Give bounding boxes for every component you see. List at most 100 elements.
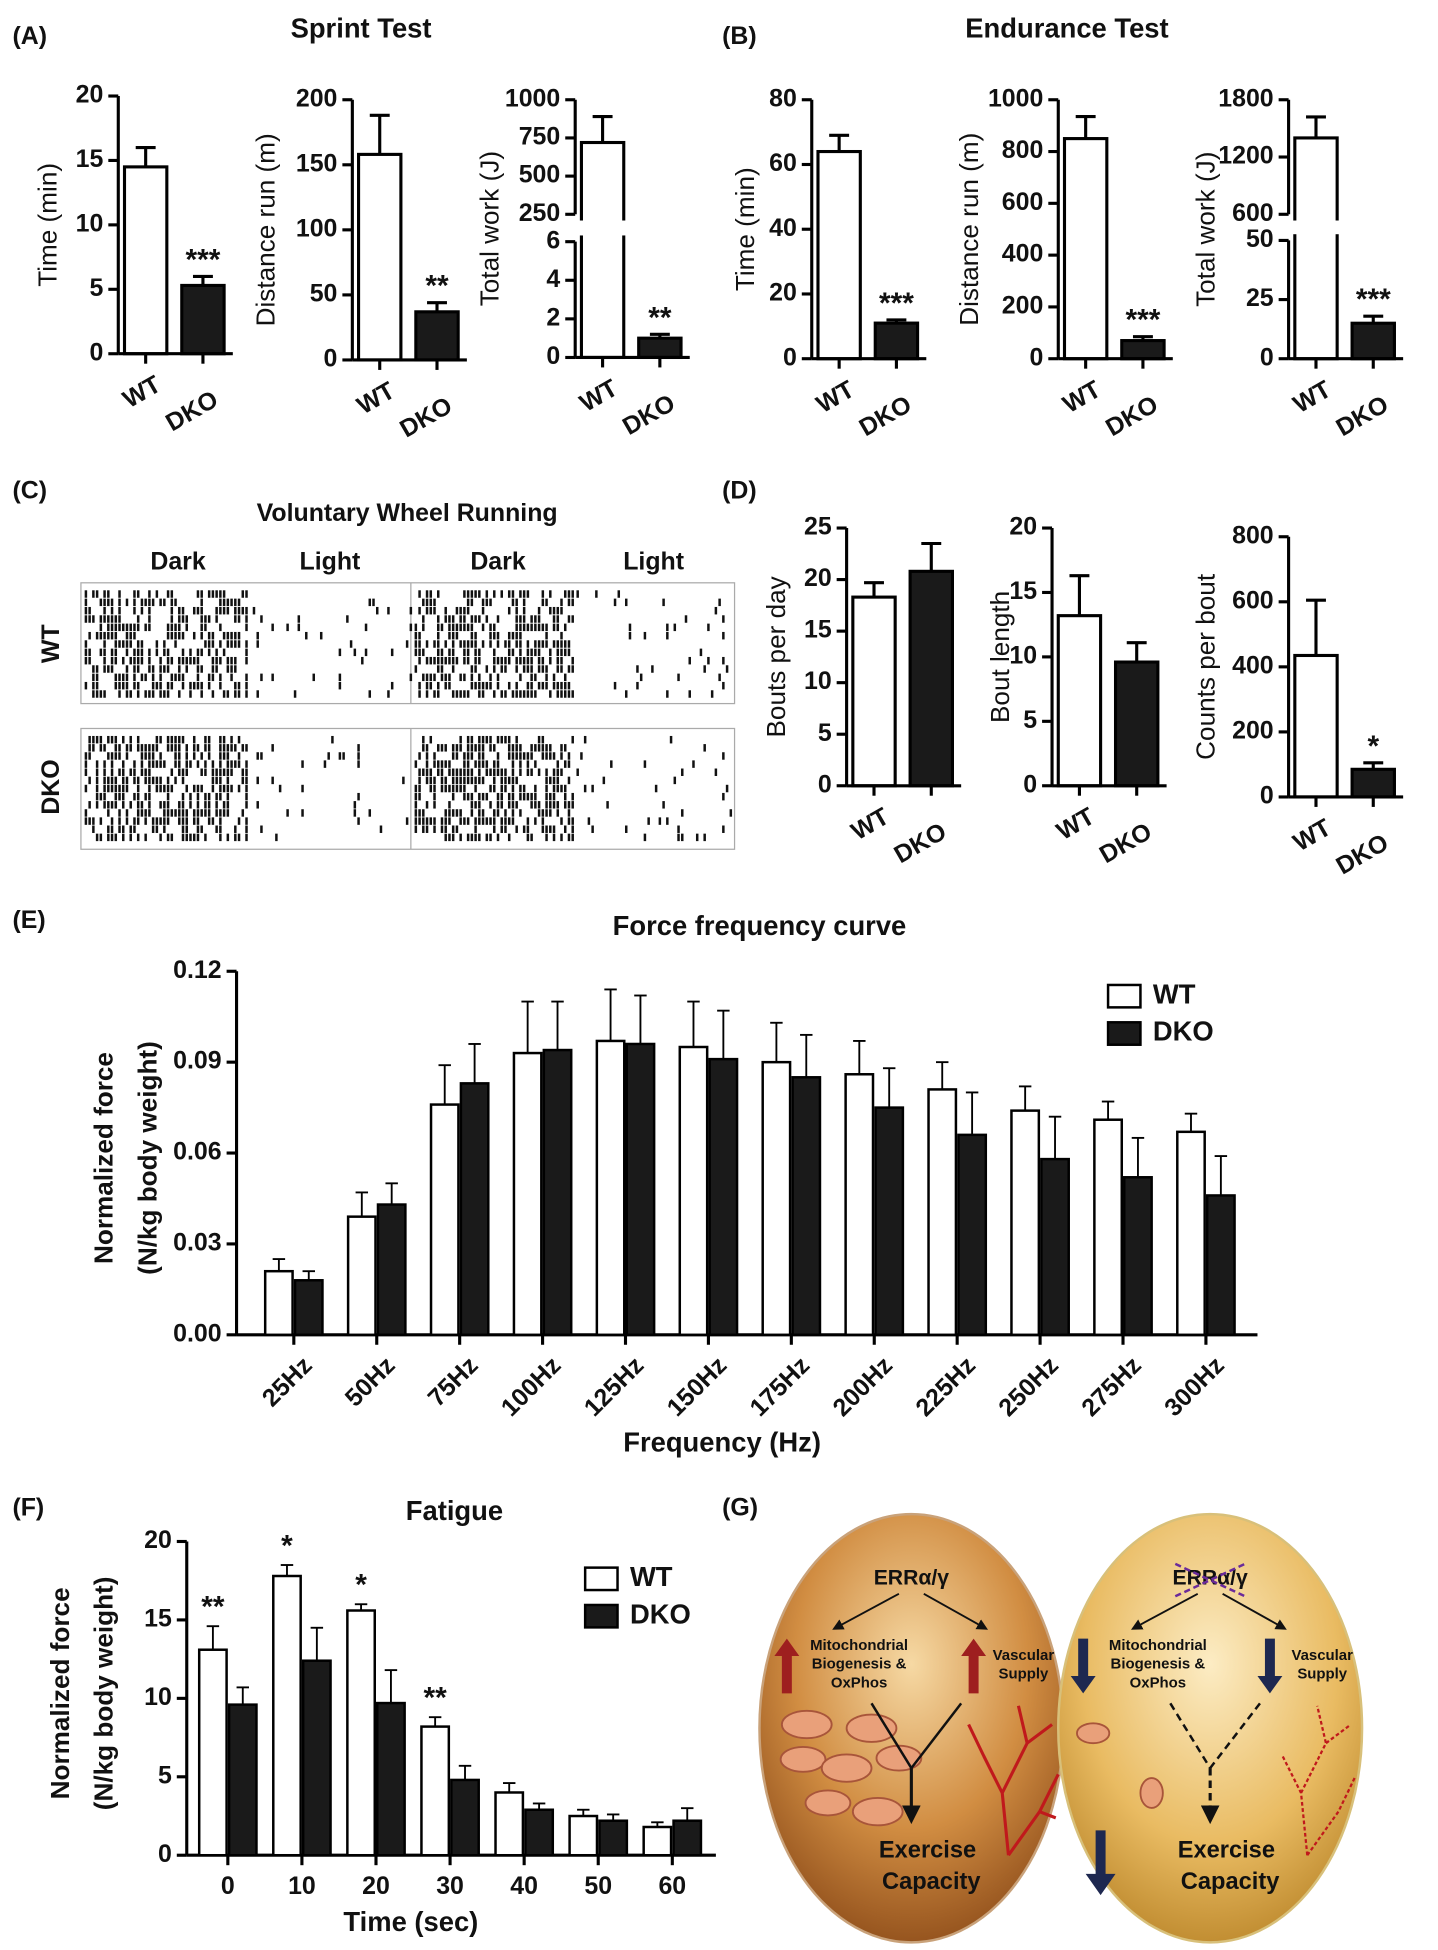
activity-tick — [136, 744, 140, 752]
diagram-left: ERRα/γ Mitochondrial Biogenesis & OxPhos… — [758, 1512, 1065, 1944]
activity-tick — [549, 809, 552, 817]
activity-tick — [107, 598, 110, 607]
activity-tick — [549, 776, 552, 785]
activity-tick — [118, 792, 121, 801]
activity-tick — [425, 590, 429, 598]
activity-tick — [684, 615, 688, 623]
y-tick-label: 6 — [546, 226, 560, 254]
activity-tick — [507, 833, 511, 842]
activity-tick — [196, 606, 200, 615]
activity-tick — [278, 784, 282, 793]
activity-tick — [219, 784, 222, 793]
activity-tick — [114, 801, 118, 809]
bar — [873, 321, 920, 361]
activity-tick — [515, 631, 518, 640]
activity-tick — [301, 760, 304, 768]
activity-tick — [271, 744, 274, 752]
activity-tick — [466, 833, 470, 842]
y-tick-label: 0 — [1260, 343, 1274, 371]
activity-tick — [560, 648, 563, 657]
activity-tick — [470, 665, 474, 673]
activity-tick — [463, 623, 466, 632]
activity-tick — [174, 760, 177, 768]
activity-tick — [489, 817, 492, 825]
activity-tick — [196, 833, 200, 842]
activity-tick — [489, 784, 492, 793]
activity-tick — [88, 735, 91, 744]
activity-tick — [234, 690, 237, 698]
activity-tick — [414, 784, 418, 793]
y-axis-label: Counts per bout — [1191, 573, 1221, 760]
activity-tick — [534, 648, 537, 657]
activity-tick — [129, 833, 132, 842]
significance: ** — [424, 1682, 448, 1715]
activity-tick — [140, 752, 144, 760]
activity-tick — [230, 665, 233, 673]
bar — [346, 1215, 377, 1337]
bar — [761, 1060, 792, 1337]
activity-tick — [181, 792, 185, 801]
activity-tick — [459, 809, 462, 817]
activity-tick — [571, 735, 574, 744]
activity-tick — [515, 752, 518, 760]
activity-tick — [204, 615, 207, 623]
activity-tick — [530, 665, 533, 673]
activity-tick — [418, 784, 421, 793]
arrow — [832, 1592, 900, 1630]
y-tick-label: 0 — [1029, 343, 1043, 371]
bar — [459, 1082, 490, 1337]
activity-tick — [241, 809, 245, 817]
activity-tick — [699, 648, 703, 657]
activity-tick — [174, 598, 177, 607]
activity-tick — [110, 648, 114, 657]
bar — [375, 1701, 406, 1857]
activity-tick — [549, 590, 552, 598]
activity-tick — [549, 825, 552, 833]
activity-tick — [95, 681, 99, 690]
activity-tick — [485, 681, 489, 690]
activity-tick — [95, 760, 99, 768]
activity-tick — [222, 784, 226, 793]
activity-tick — [301, 809, 304, 817]
activity-tick — [136, 801, 140, 809]
activity-tick — [230, 656, 233, 665]
activity-tick — [556, 606, 560, 615]
activity-tick — [185, 623, 188, 632]
x-tick-label: 30 — [436, 1872, 464, 1900]
activity-tick — [170, 623, 174, 632]
activity-tick — [448, 681, 451, 690]
activity-tick — [666, 690, 669, 698]
y-axis-label: Bout length — [985, 591, 1015, 723]
y-tick-label: 20 — [1009, 513, 1037, 541]
y-tick-label: 0 — [546, 342, 560, 370]
activity-tick — [545, 792, 548, 801]
activity-tick — [129, 825, 132, 833]
activity-tick — [463, 784, 466, 793]
activity-tick — [357, 817, 360, 825]
activity-tick — [211, 690, 215, 698]
activity-tick — [144, 673, 147, 682]
activity-tick — [481, 809, 485, 817]
activity-tick — [563, 690, 567, 698]
activity-tick — [192, 656, 196, 665]
activity-tick — [463, 760, 466, 768]
activity-tick — [140, 801, 144, 809]
activity-tick — [148, 809, 151, 817]
activity-tick — [459, 673, 462, 682]
activity-tick — [451, 809, 455, 817]
activity-tick — [155, 760, 159, 768]
activity-tick — [643, 631, 647, 640]
activity-tick — [722, 792, 725, 801]
activity-tick — [140, 648, 144, 657]
x-tick-label: 60 — [658, 1872, 686, 1900]
activity-tick — [681, 833, 684, 842]
activity-tick — [125, 809, 129, 817]
activity-tick — [196, 792, 200, 801]
activity-tick — [414, 825, 418, 833]
bar — [1093, 1118, 1124, 1337]
legend-label: DKO — [1153, 1016, 1214, 1047]
activity-tick — [353, 809, 357, 817]
activity-tick — [625, 825, 628, 833]
activity-tick — [200, 648, 203, 657]
bar — [637, 336, 683, 360]
